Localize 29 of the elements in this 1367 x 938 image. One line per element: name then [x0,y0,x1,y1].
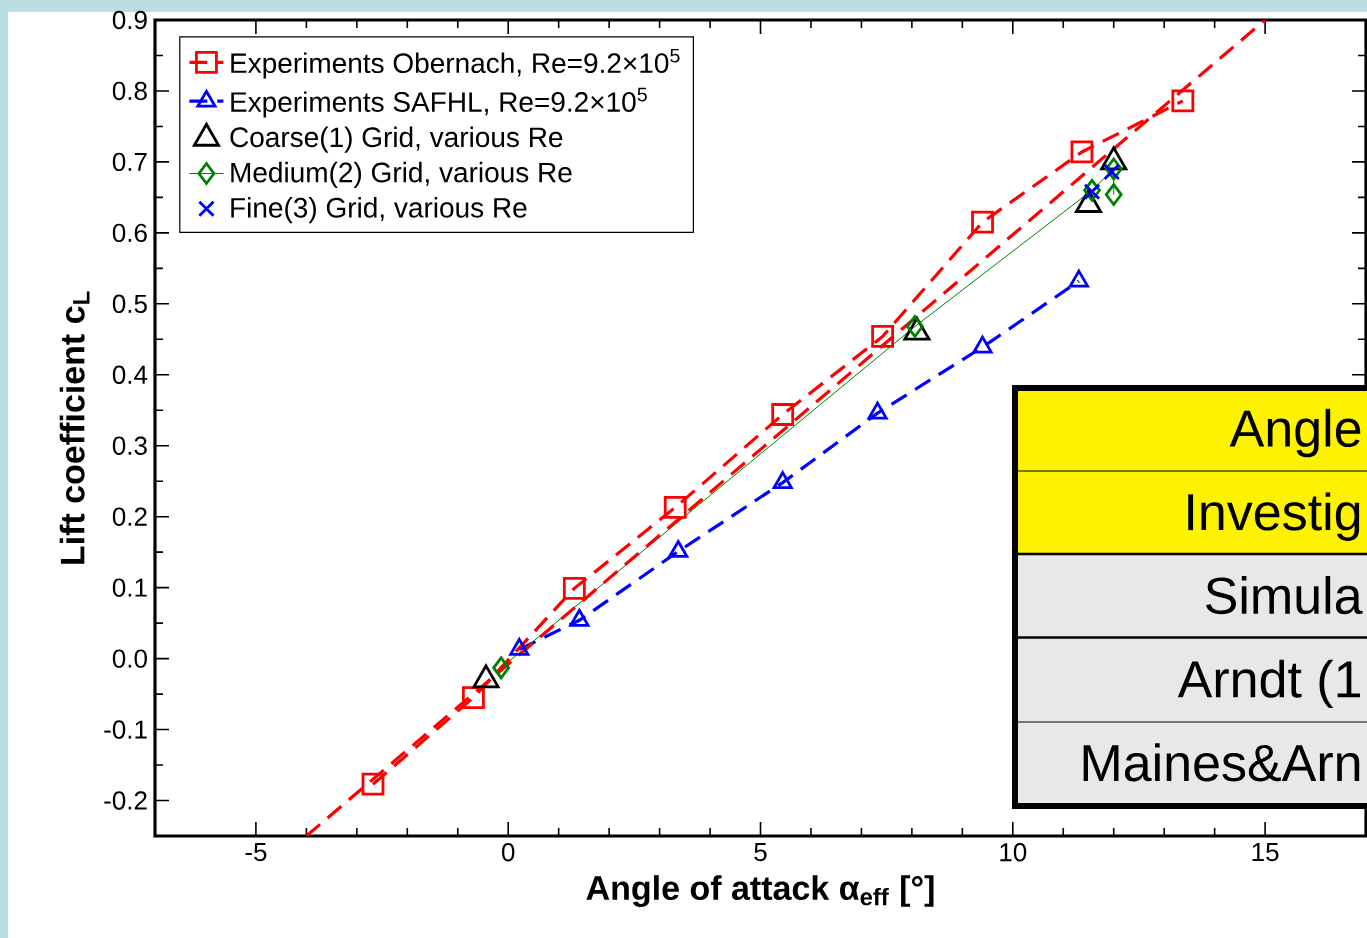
y-axis-title: Lift coefficient c$_{L}$ [59,291,90,564]
legend-label: Coarse(1) Grid, various Re [230,126,563,153]
y-tick-label: 0.9 [112,10,147,30]
x-tick-label: 0 [502,843,515,862]
y-tick-label: -0.1 [104,720,147,739]
x-tick-label: 5 [754,843,767,862]
annotation: Simula [1206,576,1363,615]
y-tick-label: 0.3 [112,436,147,455]
y-tick-label: 0.4 [112,365,148,384]
y-tick-label: 0.7 [112,152,147,172]
y-tick-label: 0.0 [112,649,147,668]
annotation: Angle [1229,408,1361,458]
y-tick-label: 0.6 [112,223,147,243]
x-axis-title: Angle of attack α$_{eff}$ [°] [586,875,934,907]
annotation: Investig [1188,492,1360,541]
y-tick-label: 0.1 [112,578,147,597]
x-tick-label: -5 [245,843,267,862]
annotation: Maines&Arn [1083,743,1360,782]
legend-label: Experiments Obernach, Re=9.2×10$^{5}$ [231,48,680,79]
annotation: Arndt (1 [1177,659,1361,709]
legend-label: Medium(2) Grid, various Re [231,161,572,188]
x-tick-label: 15 [1252,843,1279,862]
legend-label: Fine(3) Grid, various Re [231,197,527,224]
y-tick-label: 0.8 [112,81,147,101]
y-tick-label: 0.2 [112,507,147,526]
legend-label: Experiments SAFHL, Re=9.2×10$^{5}$ [231,87,647,118]
y-tick-label: -0.2 [104,791,147,810]
y-tick-label: 0.5 [112,294,147,314]
x-tick-label: 10 [1000,843,1027,862]
